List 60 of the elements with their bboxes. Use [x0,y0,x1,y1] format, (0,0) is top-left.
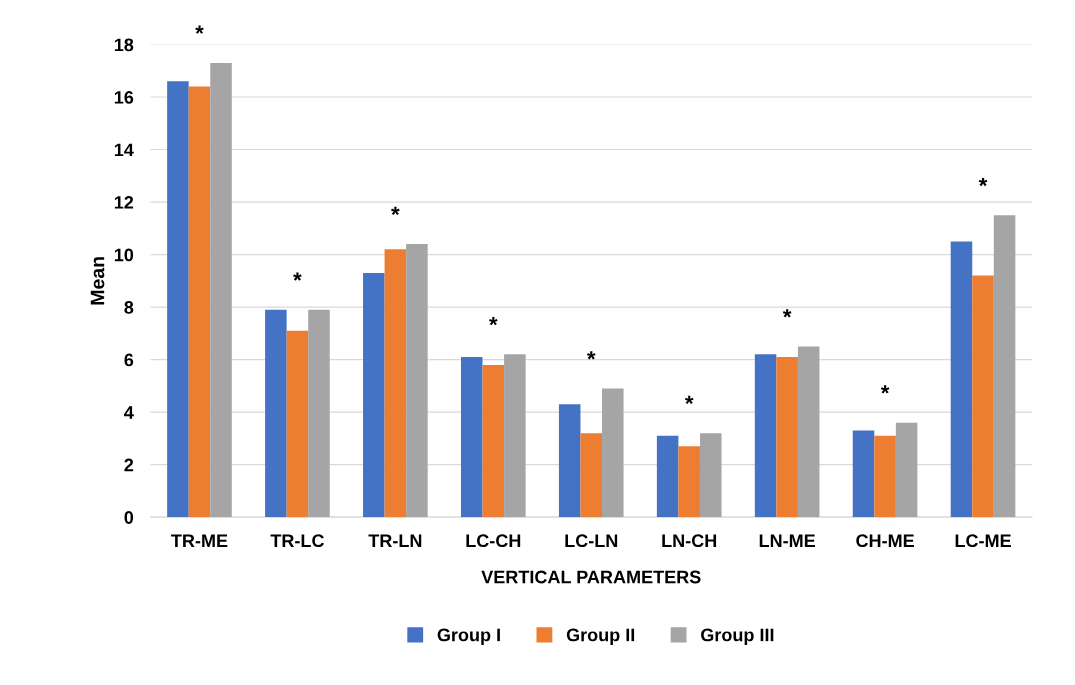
y-tick-label: 10 [114,248,134,262]
x-tick-label: LC-CH [466,534,521,548]
x-tick-label: LN-ME [759,534,816,547]
y-tick-label: 4 [124,406,134,419]
bar [580,433,603,518]
bar [504,354,526,518]
bar [286,330,309,518]
bar [699,433,722,518]
bar [558,404,581,518]
bar [776,357,798,518]
x-tick-label: TR-ME [171,534,228,547]
x-tick-label: TR-LC [270,534,324,548]
bar [308,309,330,518]
bar [265,309,287,518]
y-tick-label: 6 [124,353,134,367]
x-tick-label: LN-CH [662,534,717,548]
x-tick-label: LC-LN [565,534,618,548]
annotation: * [880,385,890,394]
bar [602,388,624,518]
y-tick-label: 0 [124,511,134,524]
annotation: * [684,395,694,405]
bar [993,215,1016,518]
y-tick-label: 2 [124,458,134,472]
bar [188,86,211,518]
bar [363,272,385,518]
annotation: * [978,177,988,187]
bar [797,346,820,518]
y-tick-label: 14 [114,143,134,157]
legend-label: Group III [701,628,774,645]
bar [656,435,679,518]
annotation: * [293,272,302,281]
bar [874,435,896,518]
y-tick-label: 16 [114,90,134,104]
bar [384,249,407,518]
annotation: * [782,309,792,318]
legend-label: Group I [437,628,500,645]
bar [678,446,700,518]
bar [754,354,777,518]
bar [852,430,875,518]
y-tick-label: 8 [124,301,134,314]
bar [460,357,483,518]
bar [406,244,428,518]
y-tick-label: 18 [114,38,134,52]
bar [167,81,189,518]
x-tick-label: LC-ME [955,534,1011,548]
x-tick-label: TR-LN [368,534,422,547]
legend-label: Group II [566,628,635,645]
bar [950,241,973,518]
y-axis-title: Mean [90,257,105,305]
x-tick-label: CH-ME [856,534,914,548]
bar [210,62,232,518]
bar [972,275,994,518]
annotation: * [391,206,400,216]
bar [482,364,505,518]
text: * [195,25,204,34]
annotation: * [489,317,498,326]
x-axis-title: VERTICAL PARAMETERS [481,570,701,584]
bar [895,422,918,518]
y-tick-label: 12 [114,196,134,209]
annotation: * [586,351,596,360]
